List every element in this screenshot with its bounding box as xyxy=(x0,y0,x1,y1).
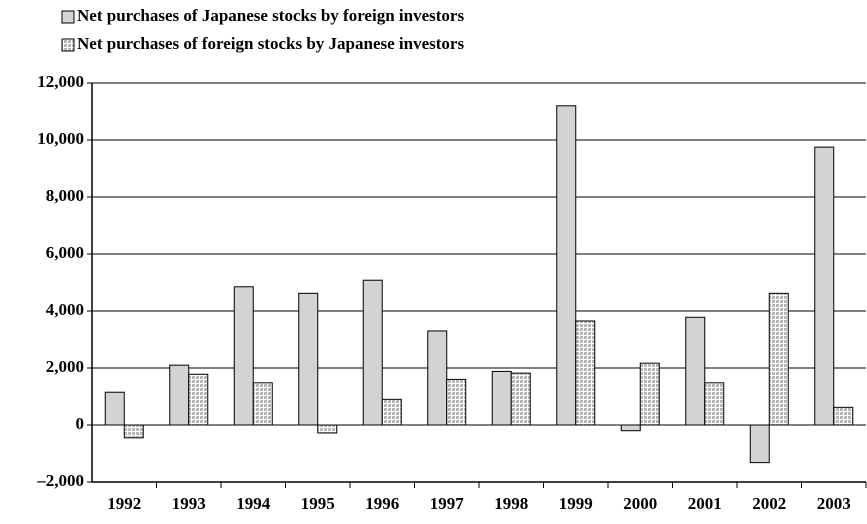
x-tick-label: 1999 xyxy=(559,494,593,513)
y-tick-label: 8,000 xyxy=(46,186,84,205)
bar xyxy=(233,286,254,426)
x-tick-label: 1996 xyxy=(365,494,399,513)
bar xyxy=(252,382,273,426)
y-tick-label: 12,000 xyxy=(37,72,84,91)
bar xyxy=(639,362,660,426)
y-tick-label: 4,000 xyxy=(46,300,84,319)
bar xyxy=(814,146,835,426)
bar xyxy=(620,424,641,432)
x-tick-label: 2002 xyxy=(752,494,786,513)
bar xyxy=(556,105,577,426)
x-tick-label: 1993 xyxy=(172,494,206,513)
bar xyxy=(704,382,725,426)
legend-label: Net purchases of foreign stocks by Japan… xyxy=(77,34,464,53)
bar xyxy=(833,406,854,426)
x-tick-label: 2003 xyxy=(817,494,851,513)
x-tick-label: 1997 xyxy=(430,494,465,513)
bar xyxy=(427,330,448,426)
x-tick-label: 2001 xyxy=(688,494,722,513)
bar xyxy=(510,372,531,426)
y-tick-label: 0 xyxy=(76,414,85,433)
y-tick-label: –2,000 xyxy=(36,471,84,490)
bar xyxy=(362,279,383,426)
y-tick-label: 2,000 xyxy=(46,357,84,376)
bar xyxy=(749,424,770,464)
bar xyxy=(381,398,402,426)
legend-swatch xyxy=(61,38,75,52)
bar xyxy=(491,370,512,426)
x-tick-label: 1998 xyxy=(494,494,528,513)
x-tick-label: 2000 xyxy=(623,494,657,513)
x-tick-label: 1994 xyxy=(236,494,271,513)
bar xyxy=(104,391,125,426)
x-tick-label: 1995 xyxy=(301,494,335,513)
x-tick-label: 1992 xyxy=(107,494,141,513)
bar xyxy=(188,373,209,426)
legend-label: Net purchases of Japanese stocks by fore… xyxy=(77,6,464,25)
bar xyxy=(317,424,338,434)
y-tick-label: 10,000 xyxy=(37,129,84,148)
legend-swatch xyxy=(61,10,75,24)
bar xyxy=(169,364,190,426)
bar xyxy=(768,292,789,426)
bar xyxy=(298,292,319,426)
bar xyxy=(123,424,144,439)
y-tick-label: 6,000 xyxy=(46,243,84,262)
bar xyxy=(575,320,596,426)
bar xyxy=(685,316,706,426)
bar xyxy=(446,378,467,426)
